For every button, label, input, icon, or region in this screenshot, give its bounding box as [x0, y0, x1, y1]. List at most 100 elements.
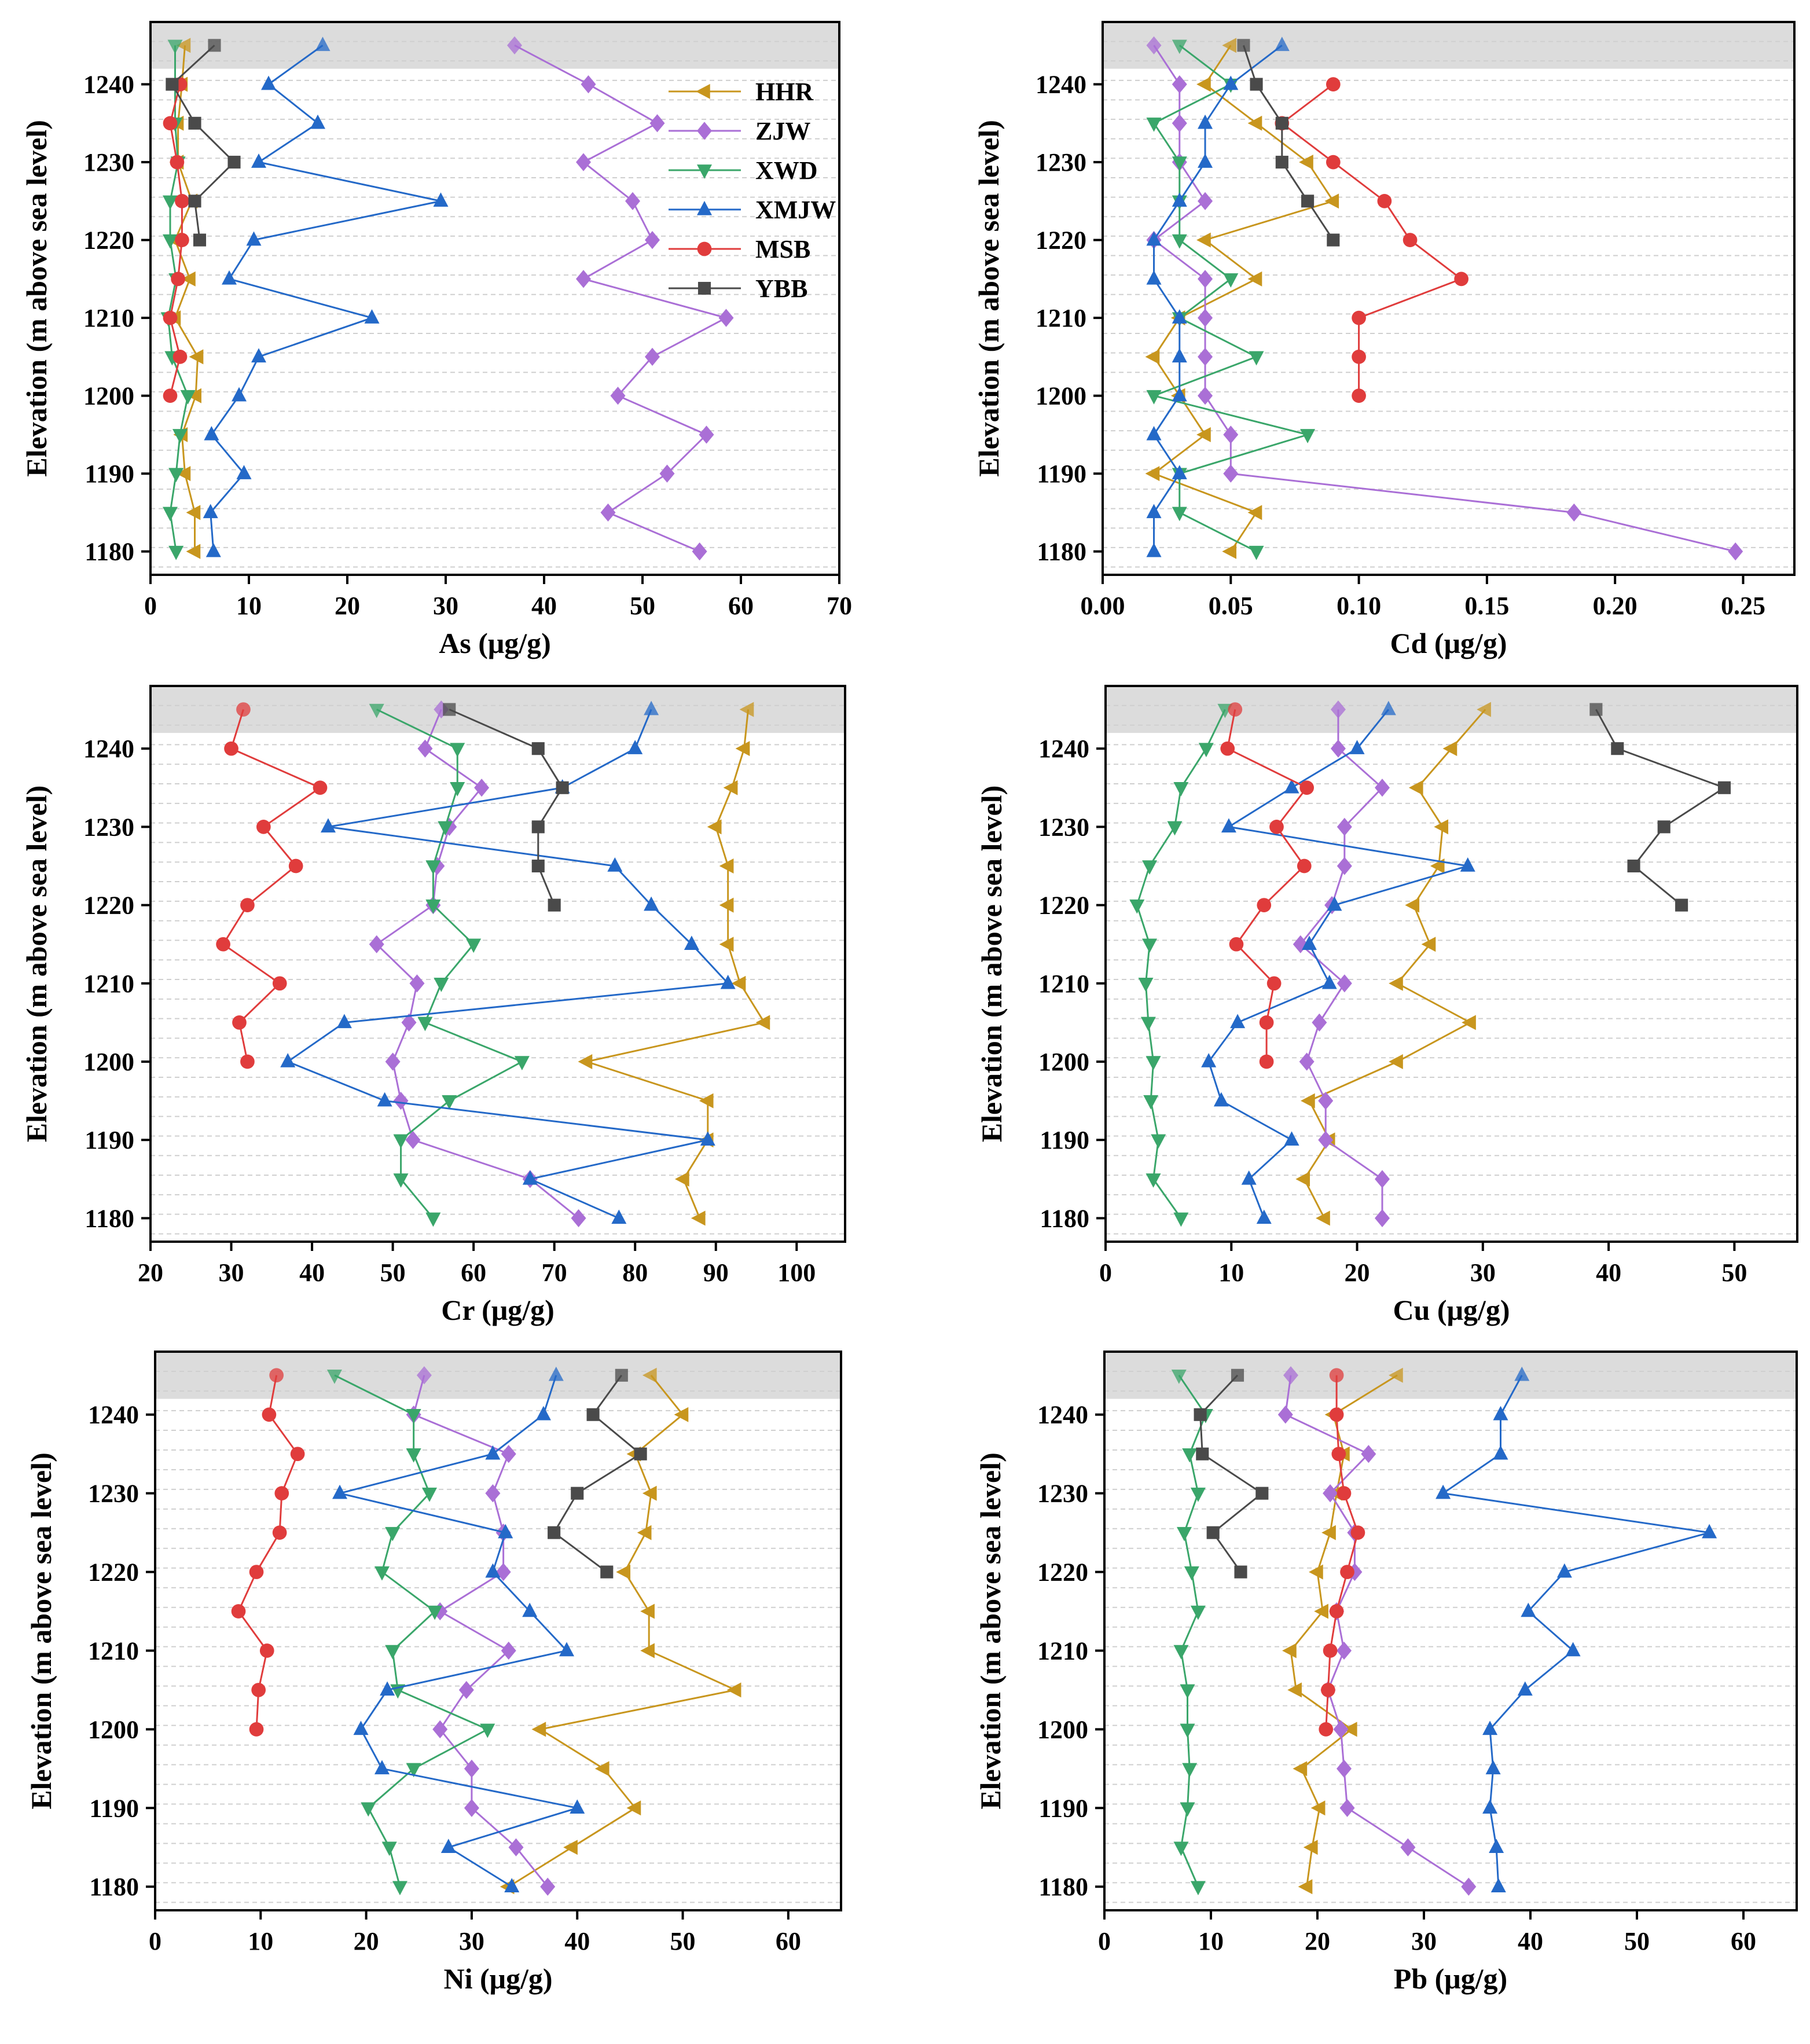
data-point-ybb: [571, 1487, 584, 1500]
x-axis-title: Pb (μg/g): [1394, 1962, 1507, 1995]
data-point-xwd: [1173, 1841, 1189, 1856]
data-point-zjw: [508, 1838, 524, 1856]
data-point-msb: [259, 1643, 274, 1658]
data-point-xmjw: [1230, 1014, 1246, 1029]
x-tick-label: 30: [219, 1258, 244, 1287]
y-tick-label: 1230: [1037, 1480, 1088, 1508]
x-tick-label: 30: [459, 1927, 484, 1955]
data-point-zjw: [571, 1209, 586, 1228]
legend-marker-ybb: [697, 281, 711, 295]
data-point-xwd: [1146, 1173, 1161, 1188]
data-point-zjw: [1375, 779, 1390, 797]
data-point-xmjw: [1146, 504, 1162, 519]
data-point-xwd: [1223, 273, 1239, 288]
legend-marker-xwd: [697, 164, 712, 179]
data-point-xmjw: [1172, 309, 1187, 324]
data-point-xwd: [442, 1095, 457, 1110]
y-tick-label: 1180: [1037, 538, 1086, 566]
data-point-xmjw: [1146, 425, 1162, 441]
x-tick-label: 0.10: [1337, 592, 1381, 620]
data-point-xwd: [1167, 821, 1183, 836]
data-point-xmjw: [1256, 1209, 1272, 1224]
data-point-xmjw: [485, 1445, 501, 1460]
data-point-ybb: [556, 781, 569, 794]
data-point-xmjw: [1517, 1681, 1533, 1696]
data-point-zjw: [1312, 1013, 1327, 1032]
data-point-ybb: [1255, 1487, 1269, 1500]
data-point-hhr: [1145, 349, 1160, 365]
y-tick-label: 1230: [1036, 148, 1086, 177]
data-point-ybb: [548, 898, 561, 912]
data-point-xmjw: [204, 425, 219, 441]
data-point-ybb: [1275, 156, 1288, 169]
data-point-zjw: [1299, 1052, 1315, 1071]
data-point-xwd: [1180, 1684, 1195, 1699]
x-tick-label: 10: [1198, 1927, 1224, 1955]
chart-panel-as: 0 10 20 30 40 50 60 70 1180 1190 1200 1210 1220 1230 1…: [20, 21, 852, 659]
y-tick-label: 1240: [1038, 735, 1089, 763]
series-line-zjw: [412, 1375, 549, 1888]
data-point-xwd: [1171, 1370, 1187, 1384]
data-point-xmjw: [251, 348, 266, 363]
data-point-msb: [1329, 1368, 1344, 1383]
x-tick-label: 20: [354, 1927, 379, 1955]
data-point-ybb: [615, 1368, 628, 1382]
x-tick-label: 50: [1624, 1927, 1650, 1955]
data-point-msb: [1319, 1722, 1334, 1737]
data-point-msb: [240, 898, 255, 912]
data-point-zjw: [417, 739, 433, 758]
data-point-xmjw: [1489, 1839, 1504, 1854]
series-line-ybb: [553, 1374, 643, 1573]
data-point-msb: [1340, 1565, 1354, 1579]
data-point-xwd: [163, 234, 178, 249]
data-point-hhr: [726, 1682, 741, 1698]
data-point-zjw: [1198, 309, 1213, 327]
data-point-xmjw: [504, 1878, 520, 1892]
x-tick-label: 30: [433, 592, 458, 620]
data-point-xmjw: [1493, 1445, 1508, 1460]
data-point-zjw: [625, 192, 640, 210]
data-point-zjw: [1375, 1170, 1390, 1188]
data-point-xmjw: [1435, 1484, 1451, 1499]
x-axis-title: Ni (μg/g): [443, 1962, 552, 1995]
legend-marker-hhr: [696, 84, 710, 99]
data-point-xmjw: [1565, 1642, 1581, 1657]
data-point-hhr: [1222, 544, 1237, 559]
data-point-xmjw: [611, 1209, 627, 1224]
y-tick-label: 1190: [1040, 1126, 1089, 1154]
data-point-xwd: [369, 703, 384, 718]
series-line-hhr: [583, 709, 766, 1219]
data-point-xmjw: [320, 818, 336, 833]
data-point-hhr: [1287, 1682, 1302, 1698]
y-tick-label: 1200: [83, 382, 134, 410]
data-point-zjw: [1323, 1484, 1338, 1503]
x-tick-label: 60: [461, 1258, 486, 1287]
data-point-hhr: [1477, 702, 1491, 717]
data-point-xmjw: [1241, 1170, 1257, 1185]
data-point-msb: [1321, 1683, 1335, 1697]
y-tick-label: 1210: [1038, 970, 1089, 998]
data-point-zjw: [1198, 387, 1213, 405]
data-point-zjw: [1277, 1406, 1293, 1424]
x-tick-label: 10: [248, 1927, 273, 1955]
data-point-xwd: [1173, 782, 1189, 797]
x-tick-label: 0: [1099, 1258, 1112, 1287]
legend-marker-xmjw: [697, 201, 712, 215]
data-point-xwd: [1198, 743, 1214, 758]
series-xmjw: [280, 700, 736, 1224]
data-point-xwd: [417, 1017, 433, 1032]
data-point-xwd: [1140, 1017, 1156, 1032]
x-tick-label: 30: [1470, 1258, 1496, 1287]
data-point-xwd: [425, 1212, 441, 1227]
data-point-xwd: [1177, 1526, 1192, 1542]
series-xmjw: [1146, 36, 1290, 557]
data-point-zjw: [432, 1720, 448, 1738]
x-tick-label: 50: [630, 592, 655, 620]
data-point-msb: [175, 194, 189, 208]
data-point-msb: [249, 1565, 264, 1579]
y-tick-label: 1180: [85, 538, 134, 566]
data-point-hhr: [719, 897, 734, 913]
data-point-zjw: [507, 36, 522, 54]
data-point-hhr: [1298, 1879, 1313, 1895]
series-zjw: [507, 36, 734, 561]
